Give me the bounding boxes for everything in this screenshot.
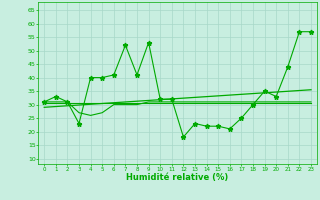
X-axis label: Humidité relative (%): Humidité relative (%) [126,173,229,182]
